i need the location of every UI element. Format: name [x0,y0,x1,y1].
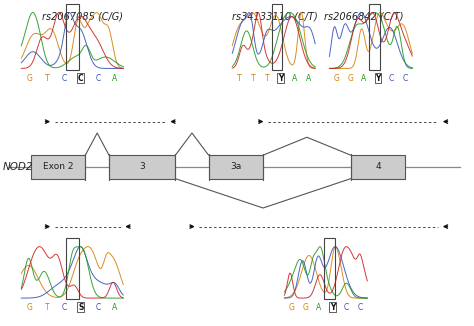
Text: G: G [347,74,353,82]
Text: G: G [27,303,33,312]
Text: Y: Y [278,74,283,82]
Text: C: C [61,74,66,82]
Text: NOD2: NOD2 [2,162,33,172]
Bar [324,238,335,299]
Text: A: A [361,74,366,82]
Text: S: S [78,303,83,312]
Bar [66,4,79,70]
Text: G: G [333,74,339,82]
Text: T: T [237,74,241,82]
Text: G: G [27,74,33,82]
Bar [209,155,263,179]
Text: C: C [61,303,66,312]
Bar [351,155,405,179]
Text: C: C [389,74,394,82]
Text: T: T [45,303,49,312]
Bar [369,4,380,70]
Text: A: A [316,303,321,312]
Text: Y: Y [330,303,336,312]
Bar [109,155,175,179]
Text: C: C [403,74,408,82]
Text: Exon 2: Exon 2 [43,162,73,171]
Bar [272,4,283,70]
Text: C: C [95,74,100,82]
Text: 3a: 3a [230,162,241,171]
Text: A: A [306,74,311,82]
Text: A: A [112,303,118,312]
Text: rs2067085 (C/G): rs2067085 (C/G) [43,11,123,22]
Text: rs34133110 (C/T)  rs2066842 (C/T): rs34133110 (C/T) rs2066842 (C/T) [232,11,403,22]
Text: A: A [112,74,118,82]
Bar [66,238,79,299]
Text: A: A [292,74,297,82]
Bar [31,155,85,179]
Text: C: C [358,303,363,312]
Text: T: T [264,74,269,82]
Text: C: C [344,303,349,312]
Text: T: T [45,74,49,82]
Text: Y: Y [375,74,381,82]
Text: C: C [78,74,83,82]
Text: T: T [251,74,255,82]
Text: 3: 3 [139,162,145,171]
Text: C: C [95,303,100,312]
Text: 4: 4 [375,162,381,171]
Text: G: G [302,303,308,312]
Text: G: G [288,303,294,312]
